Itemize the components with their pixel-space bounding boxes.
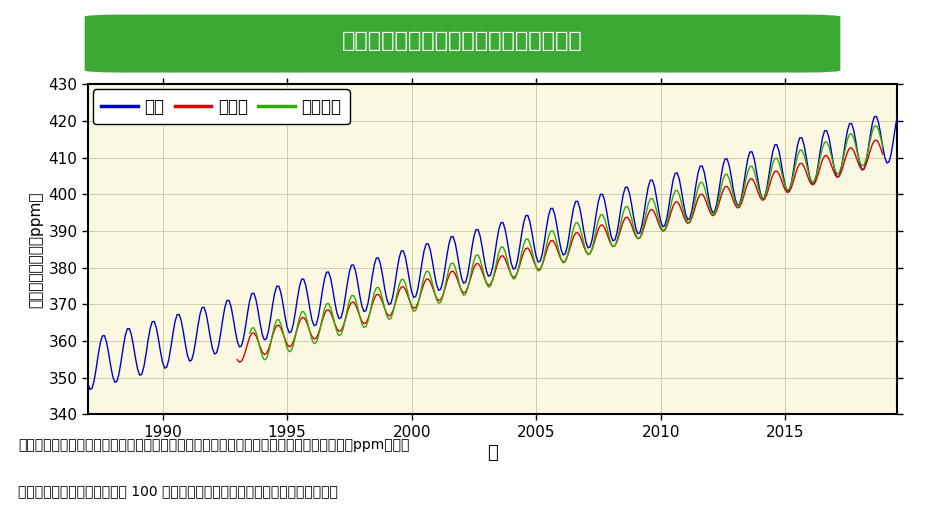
Text: 国内の大気中二酸化炭素濃度の経年変化: 国内の大気中二酸化炭素濃度の経年変化 [342,31,583,51]
Y-axis label: 二酸化炭素濃度（ppm）: 二酸化炭素濃度（ppm） [28,191,43,308]
Text: ピーエム）は、大気中の分子 100 万個中にある対象物質の個数を表す単位です。: ピーエム）は、大気中の分子 100 万個中にある対象物質の個数を表す単位です。 [18,484,339,498]
Text: 気象庁が綾里、南鳥島、与那国島で観測した大気中の二酸化炭素月平均濃度の経年変化。ppm（ピー: 気象庁が綾里、南鳥島、与那国島で観測した大気中の二酸化炭素月平均濃度の経年変化。… [18,438,410,452]
Legend: 綾里, 南鳥島, 与那国島: 綾里, 南鳥島, 与那国島 [92,89,350,124]
X-axis label: 年: 年 [487,444,498,462]
FancyBboxPatch shape [83,13,842,74]
